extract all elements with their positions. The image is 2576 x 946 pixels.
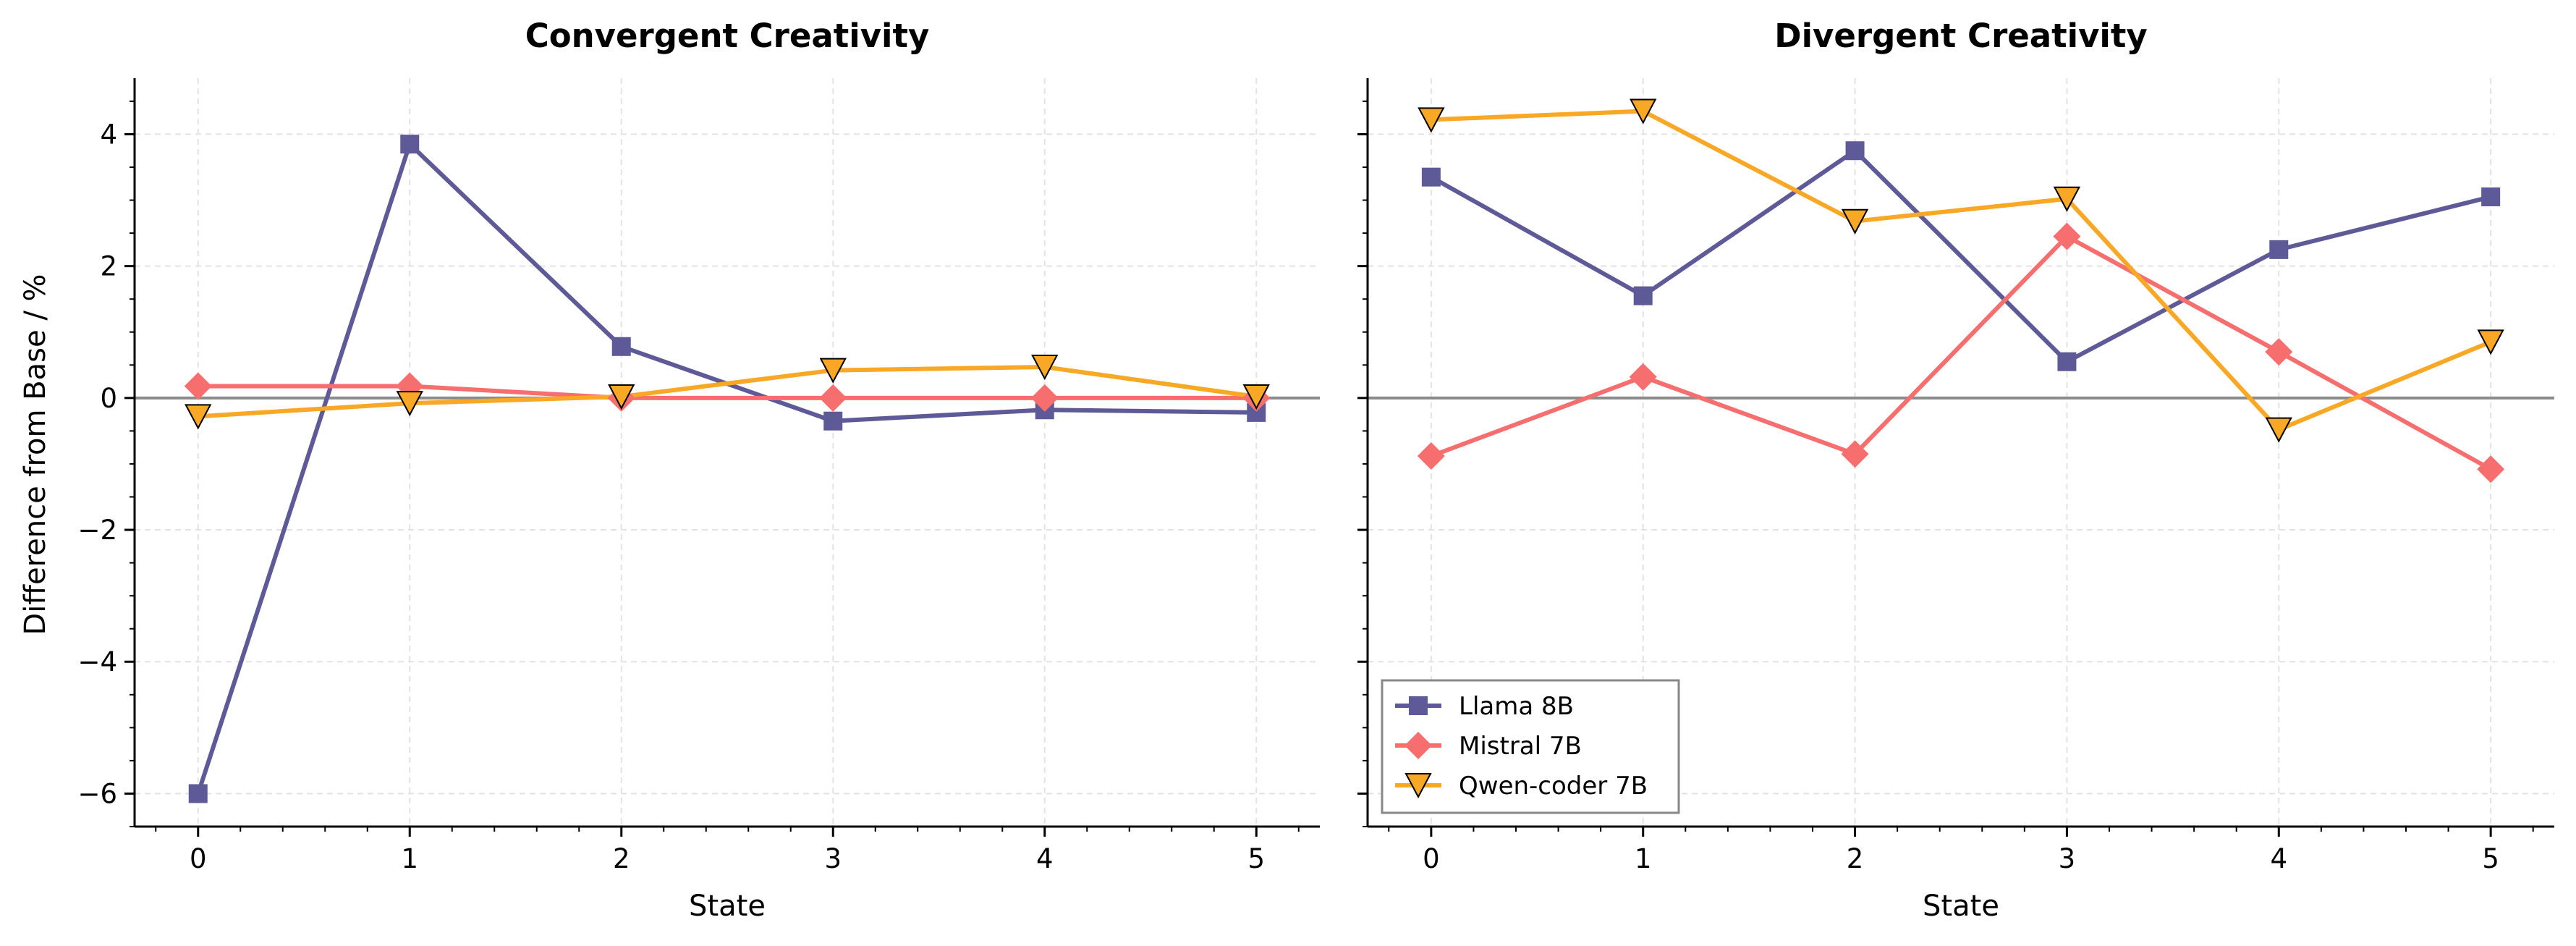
divergent-point-qwen-coder-7b-1 xyxy=(1630,98,1657,124)
convergent-point-llama-8b-3 xyxy=(823,411,843,431)
convergent-point-llama-8b-1 xyxy=(400,135,420,154)
legend-marker-llama-8b xyxy=(1409,696,1428,715)
divergent-x-tick-label-4: 4 xyxy=(2271,843,2288,874)
legend-label-llama-8b: Llama 8B xyxy=(1459,692,1574,721)
legend: Llama 8B Mistral 7B Qwen-coder 7B xyxy=(1381,679,1680,814)
convergent-y-tick-label-1: −4 xyxy=(77,646,117,677)
convergent-x-tick-label-3: 3 xyxy=(824,843,842,874)
divergent-point-llama-8b-3 xyxy=(2057,352,2077,371)
legend-item-llama-8b: Llama 8B xyxy=(1395,692,1574,721)
legend-marker-mistral-7b xyxy=(1404,732,1432,759)
convergent-y-tick-label-2: −2 xyxy=(77,515,117,546)
convergent-point-qwen-coder-7b-1 xyxy=(396,391,423,417)
divergent-point-mistral-7b-3 xyxy=(2053,222,2081,250)
legend-item-mistral-7b: Mistral 7B xyxy=(1395,732,1582,761)
divergent-point-mistral-7b-0 xyxy=(1417,442,1445,470)
convergent-y-tick-label-3: 0 xyxy=(100,383,117,414)
convergent-x-tick-label-4: 4 xyxy=(1036,843,1054,874)
legend-item-qwen-coder-7b: Qwen-coder 7B xyxy=(1395,772,1648,801)
convergent-point-mistral-7b-3 xyxy=(819,384,847,412)
divergent-point-qwen-coder-7b-4 xyxy=(2265,417,2292,443)
divergent-point-llama-8b-0 xyxy=(1421,167,1441,187)
convergent-x-tick-label-0: 0 xyxy=(190,843,207,874)
convergent-y-tick-label-5: 4 xyxy=(100,119,117,150)
convergent-series-line-qwen-coder-7b xyxy=(198,365,1257,419)
convergent-point-qwen-coder-7b-2 xyxy=(608,384,635,410)
convergent-series-line-mistral-7b xyxy=(198,384,1257,400)
y-axis-label: Difference from Base / % xyxy=(19,274,52,635)
divergent-point-llama-8b-4 xyxy=(2269,240,2289,259)
convergent-title: Convergent Creativity xyxy=(525,17,930,55)
convergent-x-label: State xyxy=(689,890,766,923)
divergent-point-mistral-7b-4 xyxy=(2265,338,2293,366)
divergent-point-mistral-7b-1 xyxy=(1629,363,1657,391)
convergent-point-llama-8b-2 xyxy=(611,337,631,356)
legend-label-qwen-coder-7b: Qwen-coder 7B xyxy=(1459,772,1648,801)
divergent-point-mistral-7b-5 xyxy=(2477,455,2505,483)
divergent-x-label: State xyxy=(1923,890,1999,923)
convergent-point-llama-8b-0 xyxy=(188,784,208,803)
convergent-series-line-llama-8b xyxy=(195,142,1257,795)
divergent-point-llama-8b-1 xyxy=(1633,286,1653,305)
divergent-x-tick-label-2: 2 xyxy=(1847,843,1864,874)
convergent-x-tick-label-2: 2 xyxy=(613,843,630,874)
divergent-x-tick-label-3: 3 xyxy=(2059,843,2076,874)
divergent-series-line-llama-8b xyxy=(1430,148,2491,364)
convergent-point-mistral-7b-0 xyxy=(184,372,212,400)
convergent-y-tick-label-4: 2 xyxy=(100,251,117,282)
convergent-point-qwen-coder-7b-5 xyxy=(1242,384,1270,410)
convergent-point-qwen-coder-7b-0 xyxy=(185,404,212,430)
divergent-series-line-mistral-7b xyxy=(1430,234,2492,471)
divergent-point-qwen-coder-7b-5 xyxy=(2477,329,2504,355)
convergent-point-qwen-coder-7b-4 xyxy=(1031,355,1059,381)
convergent-panel: 0 1 2 3 4 5 −6 −4 −2 0 2 4 Convergent Creativity St… xyxy=(19,17,1320,923)
divergent-title: Divergent Creativity xyxy=(1774,17,2147,55)
divergent-x-tick-label-5: 5 xyxy=(2482,843,2499,874)
convergent-x-tick-label-1: 1 xyxy=(401,843,418,874)
divergent-point-llama-8b-2 xyxy=(1845,141,1865,161)
convergent-point-mistral-7b-4 xyxy=(1030,384,1059,412)
divergent-x-tick-label-0: 0 xyxy=(1423,843,1440,874)
convergent-point-qwen-coder-7b-3 xyxy=(819,358,847,384)
divergent-series-line-qwen-coder-7b xyxy=(1431,109,2492,432)
divergent-point-qwen-coder-7b-3 xyxy=(2053,186,2081,212)
divergent-panel: 0 1 2 3 4 5 Divergent Creativity State xyxy=(1357,17,2554,923)
divergent-point-qwen-coder-7b-2 xyxy=(1841,208,1869,235)
divergent-point-llama-8b-5 xyxy=(2481,187,2501,206)
convergent-x-tick-label-5: 5 xyxy=(1247,843,1265,874)
divergent-point-mistral-7b-2 xyxy=(1841,440,1869,468)
divergent-point-qwen-coder-7b-0 xyxy=(1418,107,1445,133)
divergent-x-tick-label-1: 1 xyxy=(1635,843,1652,874)
convergent-y-tick-label-0: −6 xyxy=(77,778,117,809)
legend-marker-qwen-coder-7b xyxy=(1404,773,1432,799)
legend-label-mistral-7b: Mistral 7B xyxy=(1459,732,1582,761)
